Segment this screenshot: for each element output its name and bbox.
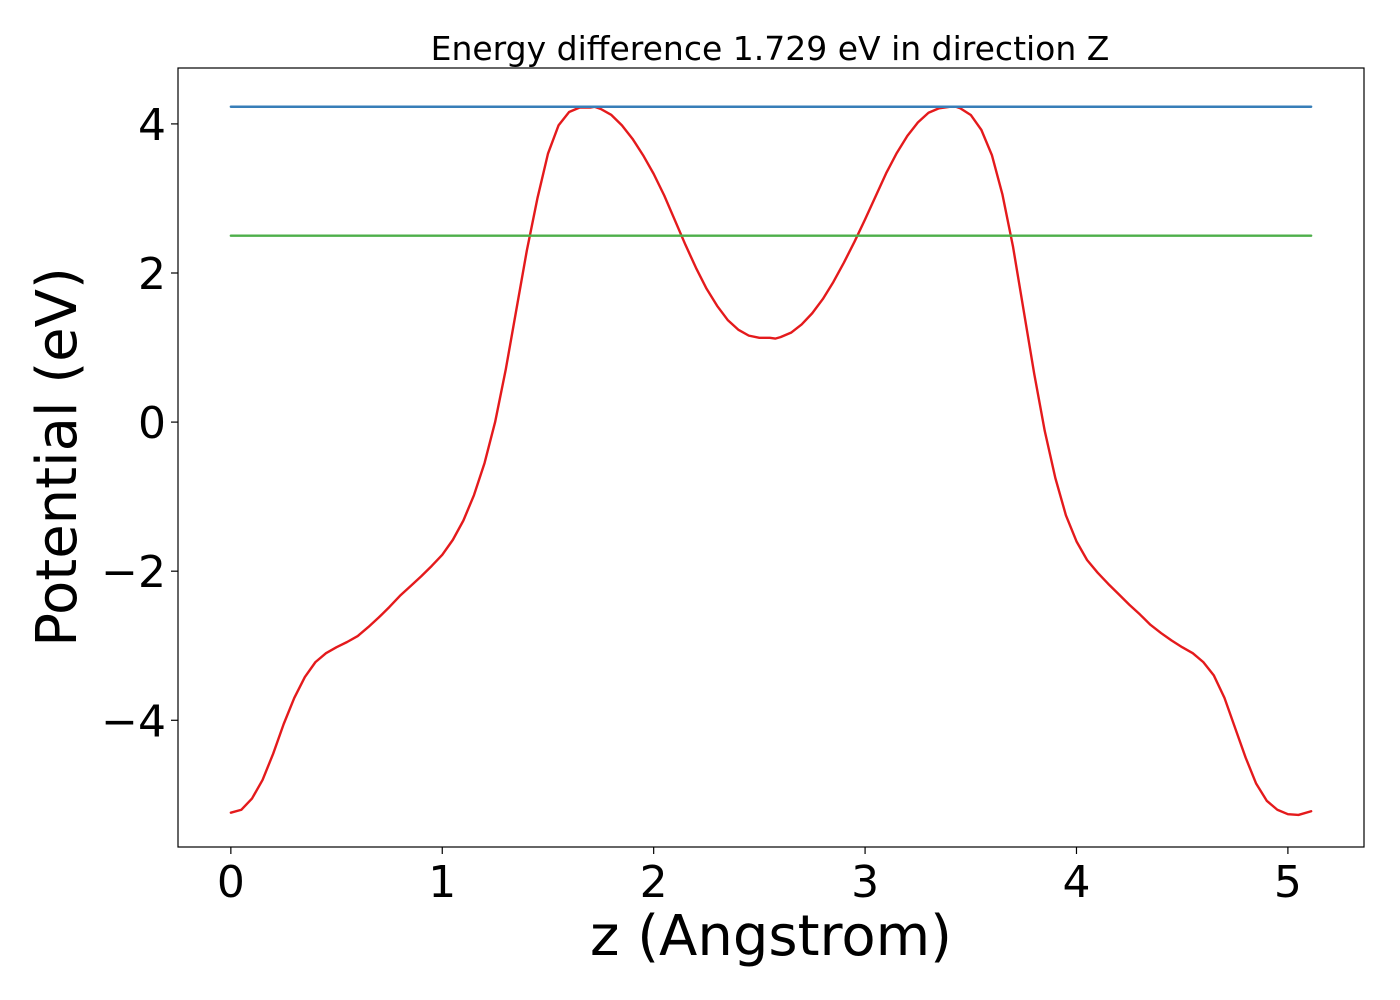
series-line-0 bbox=[229, 105, 1313, 817]
x-tick-label: 4 bbox=[1062, 857, 1090, 908]
series-layer bbox=[229, 105, 1313, 817]
x-tick-label: 2 bbox=[640, 857, 668, 908]
plot-area-frame bbox=[177, 67, 1365, 848]
y-tick-label: −4 bbox=[101, 696, 166, 747]
y-tick-label: 4 bbox=[138, 100, 166, 151]
x-tick-label: 1 bbox=[428, 857, 456, 908]
y-axis-label: Potential (eV) bbox=[25, 267, 90, 647]
chart-title: Energy difference 1.729 eV in direction … bbox=[431, 29, 1110, 68]
x-axis: 0 1 2 3 4 5 bbox=[217, 847, 1302, 908]
y-tick-label: 2 bbox=[138, 249, 166, 300]
y-axis: −4 −2 0 2 4 bbox=[101, 100, 178, 747]
x-axis-label: z (Angstrom) bbox=[590, 904, 952, 969]
y-tick-label: −2 bbox=[101, 547, 166, 598]
x-tick-label: 3 bbox=[851, 857, 879, 908]
x-tick-label: 0 bbox=[217, 857, 245, 908]
x-tick-label: 5 bbox=[1274, 857, 1302, 908]
y-tick-label: 0 bbox=[138, 398, 166, 449]
